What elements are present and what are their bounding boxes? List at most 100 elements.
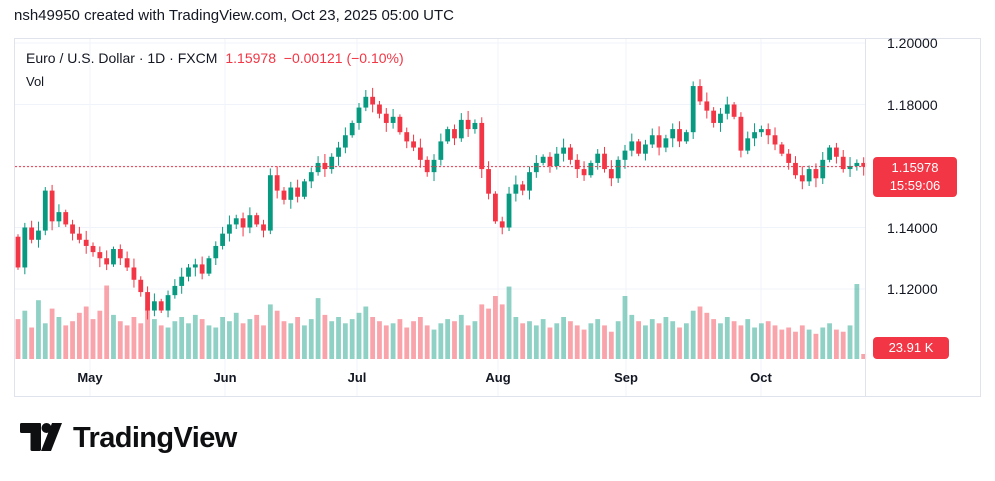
volume-bar: [336, 317, 341, 359]
volume-bar: [752, 327, 757, 359]
volume-bar: [22, 310, 28, 359]
month-label-sep: Sep: [614, 370, 638, 385]
volume-bar: [356, 312, 362, 359]
volume-bar: [629, 314, 635, 359]
candle-body: [513, 184, 519, 194]
volume-bar: [677, 327, 682, 359]
tradingview-logo-icon[interactable]: [20, 421, 64, 455]
volume-bar: [581, 329, 587, 359]
candle-body: [356, 107, 362, 123]
volume-bar: [49, 308, 55, 359]
volume-bar: [281, 321, 287, 359]
volume-bar: [431, 329, 437, 359]
volume-bar: [683, 323, 689, 359]
volume-bar: [83, 306, 89, 359]
volume-bar: [690, 310, 696, 359]
candle-body: [179, 276, 185, 286]
volume-bar: [349, 319, 355, 359]
candle-body: [90, 245, 96, 253]
candle-body: [206, 258, 212, 274]
volume-bar: [602, 325, 607, 359]
last-price-badge: 1.15978 15:59:06: [873, 156, 957, 197]
volume-bar: [152, 319, 157, 359]
candle-body: [758, 129, 764, 133]
volume-bar: [595, 319, 601, 359]
candle-body: [670, 129, 676, 139]
volume-bar: [165, 327, 171, 359]
candle-body: [104, 258, 110, 265]
volume-bar: [649, 319, 655, 359]
volume-bar: [493, 296, 498, 359]
volume-bar: [206, 325, 212, 359]
volume-bar: [452, 321, 457, 359]
month-label-oct: Oct: [750, 370, 772, 385]
volume-indicator-label: Vol: [26, 74, 45, 89]
candle-body: [745, 138, 751, 151]
last-price-value: 1.15978: [891, 159, 939, 175]
candle-body: [656, 135, 662, 148]
candle-body: [472, 122, 478, 130]
tradingview-wordmark[interactable]: TradingView: [73, 421, 237, 454]
candle-body: [854, 162, 860, 166]
candle-body: [493, 193, 498, 222]
candle-body: [158, 301, 164, 311]
candle-body: [390, 116, 396, 123]
volume-bar: [104, 285, 110, 359]
candle-body: [131, 267, 137, 280]
volume-bar: [711, 319, 717, 359]
candle-body: [70, 224, 75, 234]
candle-body: [486, 169, 491, 194]
volume-bar: [172, 321, 178, 359]
candle-body: [465, 119, 471, 130]
candle-body: [233, 218, 239, 225]
candle-body: [56, 212, 62, 222]
candle-body: [731, 104, 737, 117]
candle-body: [643, 144, 648, 154]
volume-bar: [111, 314, 116, 359]
candle-body: [711, 110, 717, 123]
volume-bar: [813, 333, 819, 359]
volume-bar: [417, 317, 423, 359]
volume-bar: [758, 323, 764, 359]
candle-body: [370, 96, 376, 105]
candle-body: [424, 159, 430, 173]
volume-bar: [472, 321, 478, 359]
last-volume-badge: 23.91 K: [873, 337, 949, 359]
candle-body: [834, 147, 839, 157]
volume-bar: [608, 331, 614, 359]
volume-bar: [458, 314, 464, 359]
volume-bar: [568, 321, 573, 359]
volume-bar: [745, 319, 751, 359]
volume-bar: [704, 312, 710, 359]
price-axis-label: 1.14000: [887, 219, 938, 236]
candle-body: [608, 169, 614, 179]
candle-body: [117, 249, 123, 259]
candle-body: [806, 169, 812, 182]
candle-body: [602, 153, 607, 170]
volume-bar: [199, 319, 205, 359]
volume-bar: [315, 298, 321, 359]
volume-bar: [124, 325, 130, 359]
candle-body: [445, 129, 451, 142]
candle-body: [595, 153, 601, 163]
candle-body: [165, 295, 171, 311]
candle-body: [63, 212, 69, 225]
volume-bar: [397, 319, 403, 359]
candle-body: [547, 156, 553, 166]
bar-countdown: 15:59:06: [889, 177, 941, 193]
candle-body: [199, 264, 205, 274]
candlestick-chart: [15, 39, 867, 396]
candle-body: [561, 147, 566, 154]
candle-body: [479, 122, 485, 170]
volume-bar: [731, 321, 737, 359]
candle-body: [677, 129, 682, 142]
chart-card: Euro / U.S. Dollar · 1D · FXCM 1.15978 −0…: [14, 35, 981, 397]
candle-body: [554, 153, 560, 166]
legend-last-price: 1.15978: [225, 50, 276, 66]
candle-body: [383, 113, 389, 123]
candle-body: [227, 224, 232, 234]
chart-legend: Euro / U.S. Dollar · 1D · FXCM 1.15978 −0…: [26, 49, 404, 67]
volume-bar: [697, 306, 703, 359]
candle-body: [533, 162, 539, 173]
